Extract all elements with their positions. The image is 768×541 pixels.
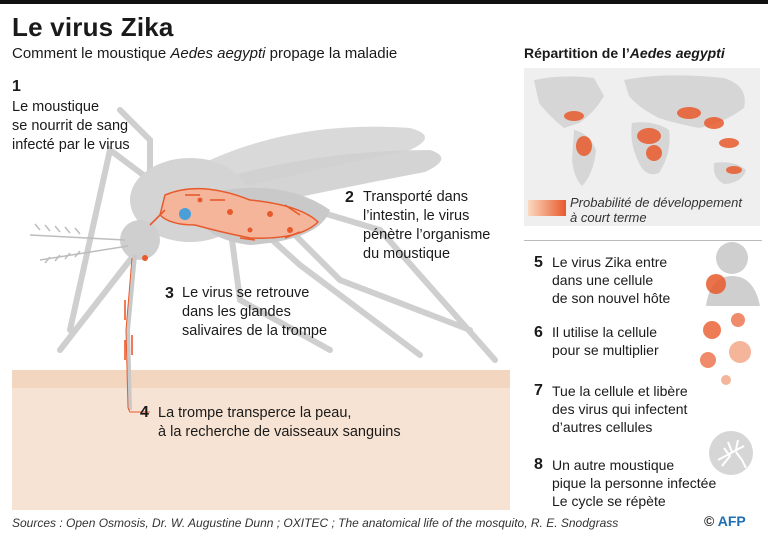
virus-blue-spot <box>179 208 191 220</box>
step-3-number: 3 <box>165 285 174 302</box>
leg-front-1 <box>67 144 153 333</box>
step-5-line: dans une cellule <box>552 272 654 288</box>
step-2-line: pénètre l’organisme <box>363 227 491 243</box>
step-7-line: d’autres cellules <box>552 419 653 435</box>
step-3-line: Le virus se retrouve <box>182 285 310 301</box>
step-4-line: La trompe transperce la peau, <box>158 405 352 421</box>
step-7-line: Tue la cellule et libère <box>552 383 688 399</box>
step-1-text: Le moustique se nourrit de sang infecté … <box>12 98 172 155</box>
page-subtitle: Comment le moustique Aedes aegypti propa… <box>12 45 397 62</box>
step-6-text: Il utilise la cellule pour se multiplier <box>552 323 659 359</box>
step-8-line: Le cycle se répète <box>552 493 666 509</box>
page-title: Le virus Zika <box>12 12 174 42</box>
flow-arrows <box>124 194 301 360</box>
legend-gradient <box>528 200 566 216</box>
step-1-number: 1 <box>12 78 21 95</box>
step-3-line: salivaires de la trompe <box>182 323 328 339</box>
step-2-line: l’intestin, le virus <box>363 208 470 224</box>
step-1-line: infecté par le virus <box>12 137 130 153</box>
step-8-line: Un autre moustique <box>552 457 675 473</box>
skin-surface <box>12 370 510 388</box>
step-5-line: de son nouvel hôte <box>552 290 671 306</box>
subtitle-post: propage la maladie <box>265 45 398 62</box>
afp-credit: © AFP <box>704 513 746 529</box>
distribution-title: Répartition de l’Aedes aegypti <box>524 45 725 61</box>
step-6-line: pour se multiplier <box>552 342 659 358</box>
step-3-text: Le virus se retrouve dans les glandes sa… <box>182 284 352 341</box>
leg-up <box>117 107 153 178</box>
virus-particles <box>142 197 293 261</box>
distribution-title-pre: Répartition de l’ <box>524 45 630 61</box>
distribution-map <box>524 68 760 226</box>
distribution-title-species: Aedes aegypti <box>629 45 725 61</box>
antennae <box>29 223 129 264</box>
afp-logo: AFP <box>717 513 746 529</box>
step-1-line: se nourrit de sang <box>12 118 129 134</box>
step-4-number: 4 <box>140 404 149 421</box>
host-silhouette-icon <box>706 242 760 306</box>
head <box>120 220 160 260</box>
legend-line: à court terme <box>570 210 647 225</box>
step-8-number: 8 <box>534 456 543 473</box>
subtitle-pre: Comment le moustique <box>12 45 171 62</box>
step-1-line: Le moustique <box>12 99 100 115</box>
virus-multiply-icon <box>700 313 751 385</box>
step-7-text: Tue la cellule et libère des virus qui i… <box>552 382 688 436</box>
step-3-line: dans les glandes <box>182 304 291 320</box>
legend-text: Probabilité de développement à court ter… <box>570 195 758 225</box>
mosquito-icon <box>709 431 753 475</box>
step-7-number: 7 <box>534 382 543 399</box>
step-6-line: Il utilise la cellule <box>552 324 658 340</box>
step-7-line: des virus qui infectent <box>552 401 688 417</box>
sources-footer: Sources : Open Osmosis, Dr. W. Augustine… <box>12 516 619 530</box>
mosquito-illustration <box>12 107 510 510</box>
step-4-line: à la recherche de vaisseaux sanguins <box>158 424 401 440</box>
step4-leader <box>127 407 150 413</box>
leg-mid-1 <box>227 222 333 353</box>
divider <box>524 240 762 241</box>
step-8-text: Un autre moustique pique la personne inf… <box>552 456 716 510</box>
skin-layer <box>12 372 510 510</box>
step-2-text: Transporté dans l’intestin, le virus pén… <box>363 188 513 264</box>
proboscis <box>125 254 137 411</box>
step-5-number: 5 <box>534 254 543 271</box>
step-5-text: Le virus Zika entre dans une cellule de … <box>552 253 670 307</box>
legend-line: Probabilité de développement <box>570 195 743 210</box>
top-rule <box>0 0 768 4</box>
step-2-line: Transporté dans <box>363 189 469 205</box>
copyright-symbol: © <box>704 513 715 529</box>
step-4-text: La trompe transperce la peau, à la reche… <box>158 404 418 442</box>
proboscis-canal <box>125 257 133 409</box>
step-8-line: pique la personne infectée <box>552 475 717 491</box>
step-2-number: 2 <box>345 189 354 206</box>
world-map <box>534 75 746 186</box>
step-2-line: du moustique <box>363 246 451 262</box>
step-5-line: Le virus Zika entre <box>552 254 668 270</box>
step-6-number: 6 <box>534 324 543 341</box>
subtitle-species: Aedes aegypti <box>170 45 266 62</box>
